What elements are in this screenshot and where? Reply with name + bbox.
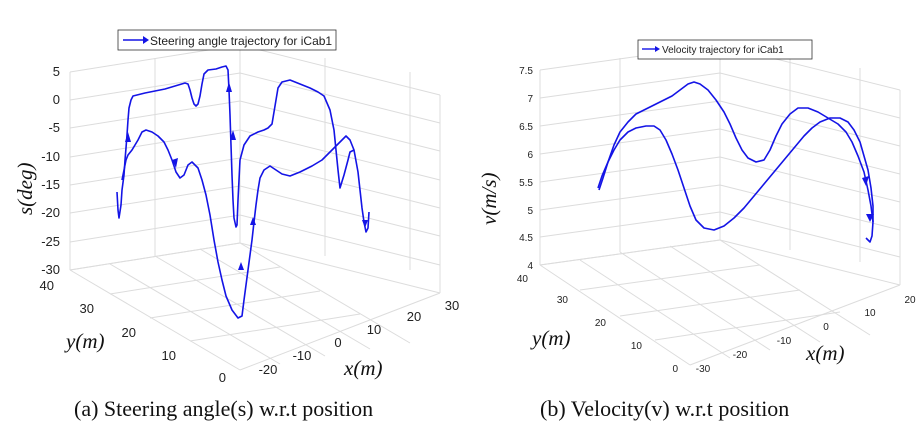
- y-tick: 10: [631, 341, 643, 352]
- panel-a-y-ticks: 40 30 20 10 0: [40, 278, 226, 385]
- panel-a-arrows: [125, 82, 368, 270]
- panel-b-y-ticks: 40 30 20 10 0: [517, 274, 679, 375]
- panel-b-x-ticks: -30 -20 -10 0 10 20: [696, 295, 916, 375]
- z-tick: 7: [527, 94, 533, 105]
- legend-arrow-icon: [143, 36, 149, 44]
- y-tick: 0: [219, 370, 226, 385]
- panel-b-legend-text: Velocity trajectory for iCab1: [662, 45, 784, 56]
- panel-b-arrows: [862, 176, 874, 222]
- velocity-trajectory-line: [598, 81, 874, 223]
- z-tick: 4: [527, 261, 533, 272]
- panel-a-x-ticks: -20 -10 0 10 20 30: [259, 298, 460, 377]
- y-tick: 0: [672, 364, 678, 375]
- z-tick: 5: [53, 64, 60, 79]
- z-tick: -20: [41, 205, 60, 220]
- x-tick: 20: [904, 295, 916, 306]
- z-axis-label: v(m/s): [477, 173, 501, 225]
- y-tick: 20: [595, 318, 607, 329]
- legend-arrow-icon: [655, 46, 660, 52]
- y-tick: 40: [40, 278, 54, 293]
- steering-trajectory-line: [121, 129, 370, 319]
- x-tick: 20: [407, 309, 421, 324]
- x-tick: 10: [367, 322, 381, 337]
- x-tick: -30: [696, 364, 711, 375]
- y-axis-label: y(m): [64, 329, 104, 353]
- panel-b-z-ticks: 7.5 7 6.5 6 5.5 5 4.5 4: [519, 66, 533, 272]
- z-tick: -25: [41, 234, 60, 249]
- caption-b: (b) Velocity(v) w.r.t position: [540, 396, 789, 421]
- x-tick: 0: [334, 335, 341, 350]
- z-tick: 7.5: [519, 66, 533, 77]
- caption-a: (a) Steering angle(s) w.r.t position: [74, 396, 373, 421]
- x-tick: -10: [777, 336, 792, 347]
- panel-a-legend-text: Steering angle trajectory for iCab1: [150, 34, 332, 48]
- panel-a-legend: [117, 29, 337, 51]
- panel-b-grid: [539, 44, 901, 366]
- panel-b-legend: [637, 39, 813, 60]
- steering-angle-chart: 5 0 -5 -10 -15 -20 -25 -30 40 30 20 10 0…: [13, 29, 460, 421]
- z-tick: 5.5: [519, 178, 533, 189]
- x-axis-label: x(m): [343, 356, 382, 380]
- z-tick: 5: [527, 206, 533, 217]
- x-tick: 0: [823, 322, 829, 333]
- z-tick: 6: [527, 150, 533, 161]
- y-tick: 30: [80, 301, 94, 316]
- y-tick: 20: [122, 325, 136, 340]
- y-tick: 30: [557, 295, 569, 306]
- steering-trajectory-line: [116, 65, 355, 228]
- y-axis-label: y(m): [530, 326, 570, 350]
- x-tick: -20: [259, 362, 278, 377]
- z-tick: -5: [48, 120, 60, 135]
- z-axis-label: s(deg): [13, 163, 37, 215]
- x-tick: -10: [293, 348, 312, 363]
- x-tick: 30: [445, 298, 459, 313]
- z-tick: -10: [41, 149, 60, 164]
- x-tick: -20: [733, 350, 748, 361]
- z-tick: 6.5: [519, 122, 533, 133]
- velocity-trajectory-line: [597, 117, 874, 243]
- z-tick: -30: [41, 262, 60, 277]
- panel-a-grid: [69, 44, 441, 371]
- y-tick: 40: [517, 274, 529, 285]
- panel-a-z-ticks: 5 0 -5 -10 -15 -20 -25 -30: [41, 64, 60, 277]
- y-tick: 10: [162, 348, 176, 363]
- x-tick: 10: [864, 308, 876, 319]
- x-axis-label: x(m): [805, 341, 844, 365]
- velocity-chart: 7.5 7 6.5 6 5.5 5 4.5 4 40 30 20 10 0 -3…: [477, 39, 916, 421]
- z-tick: 0: [53, 92, 60, 107]
- z-tick: 4.5: [519, 233, 533, 244]
- z-tick: -15: [41, 177, 60, 192]
